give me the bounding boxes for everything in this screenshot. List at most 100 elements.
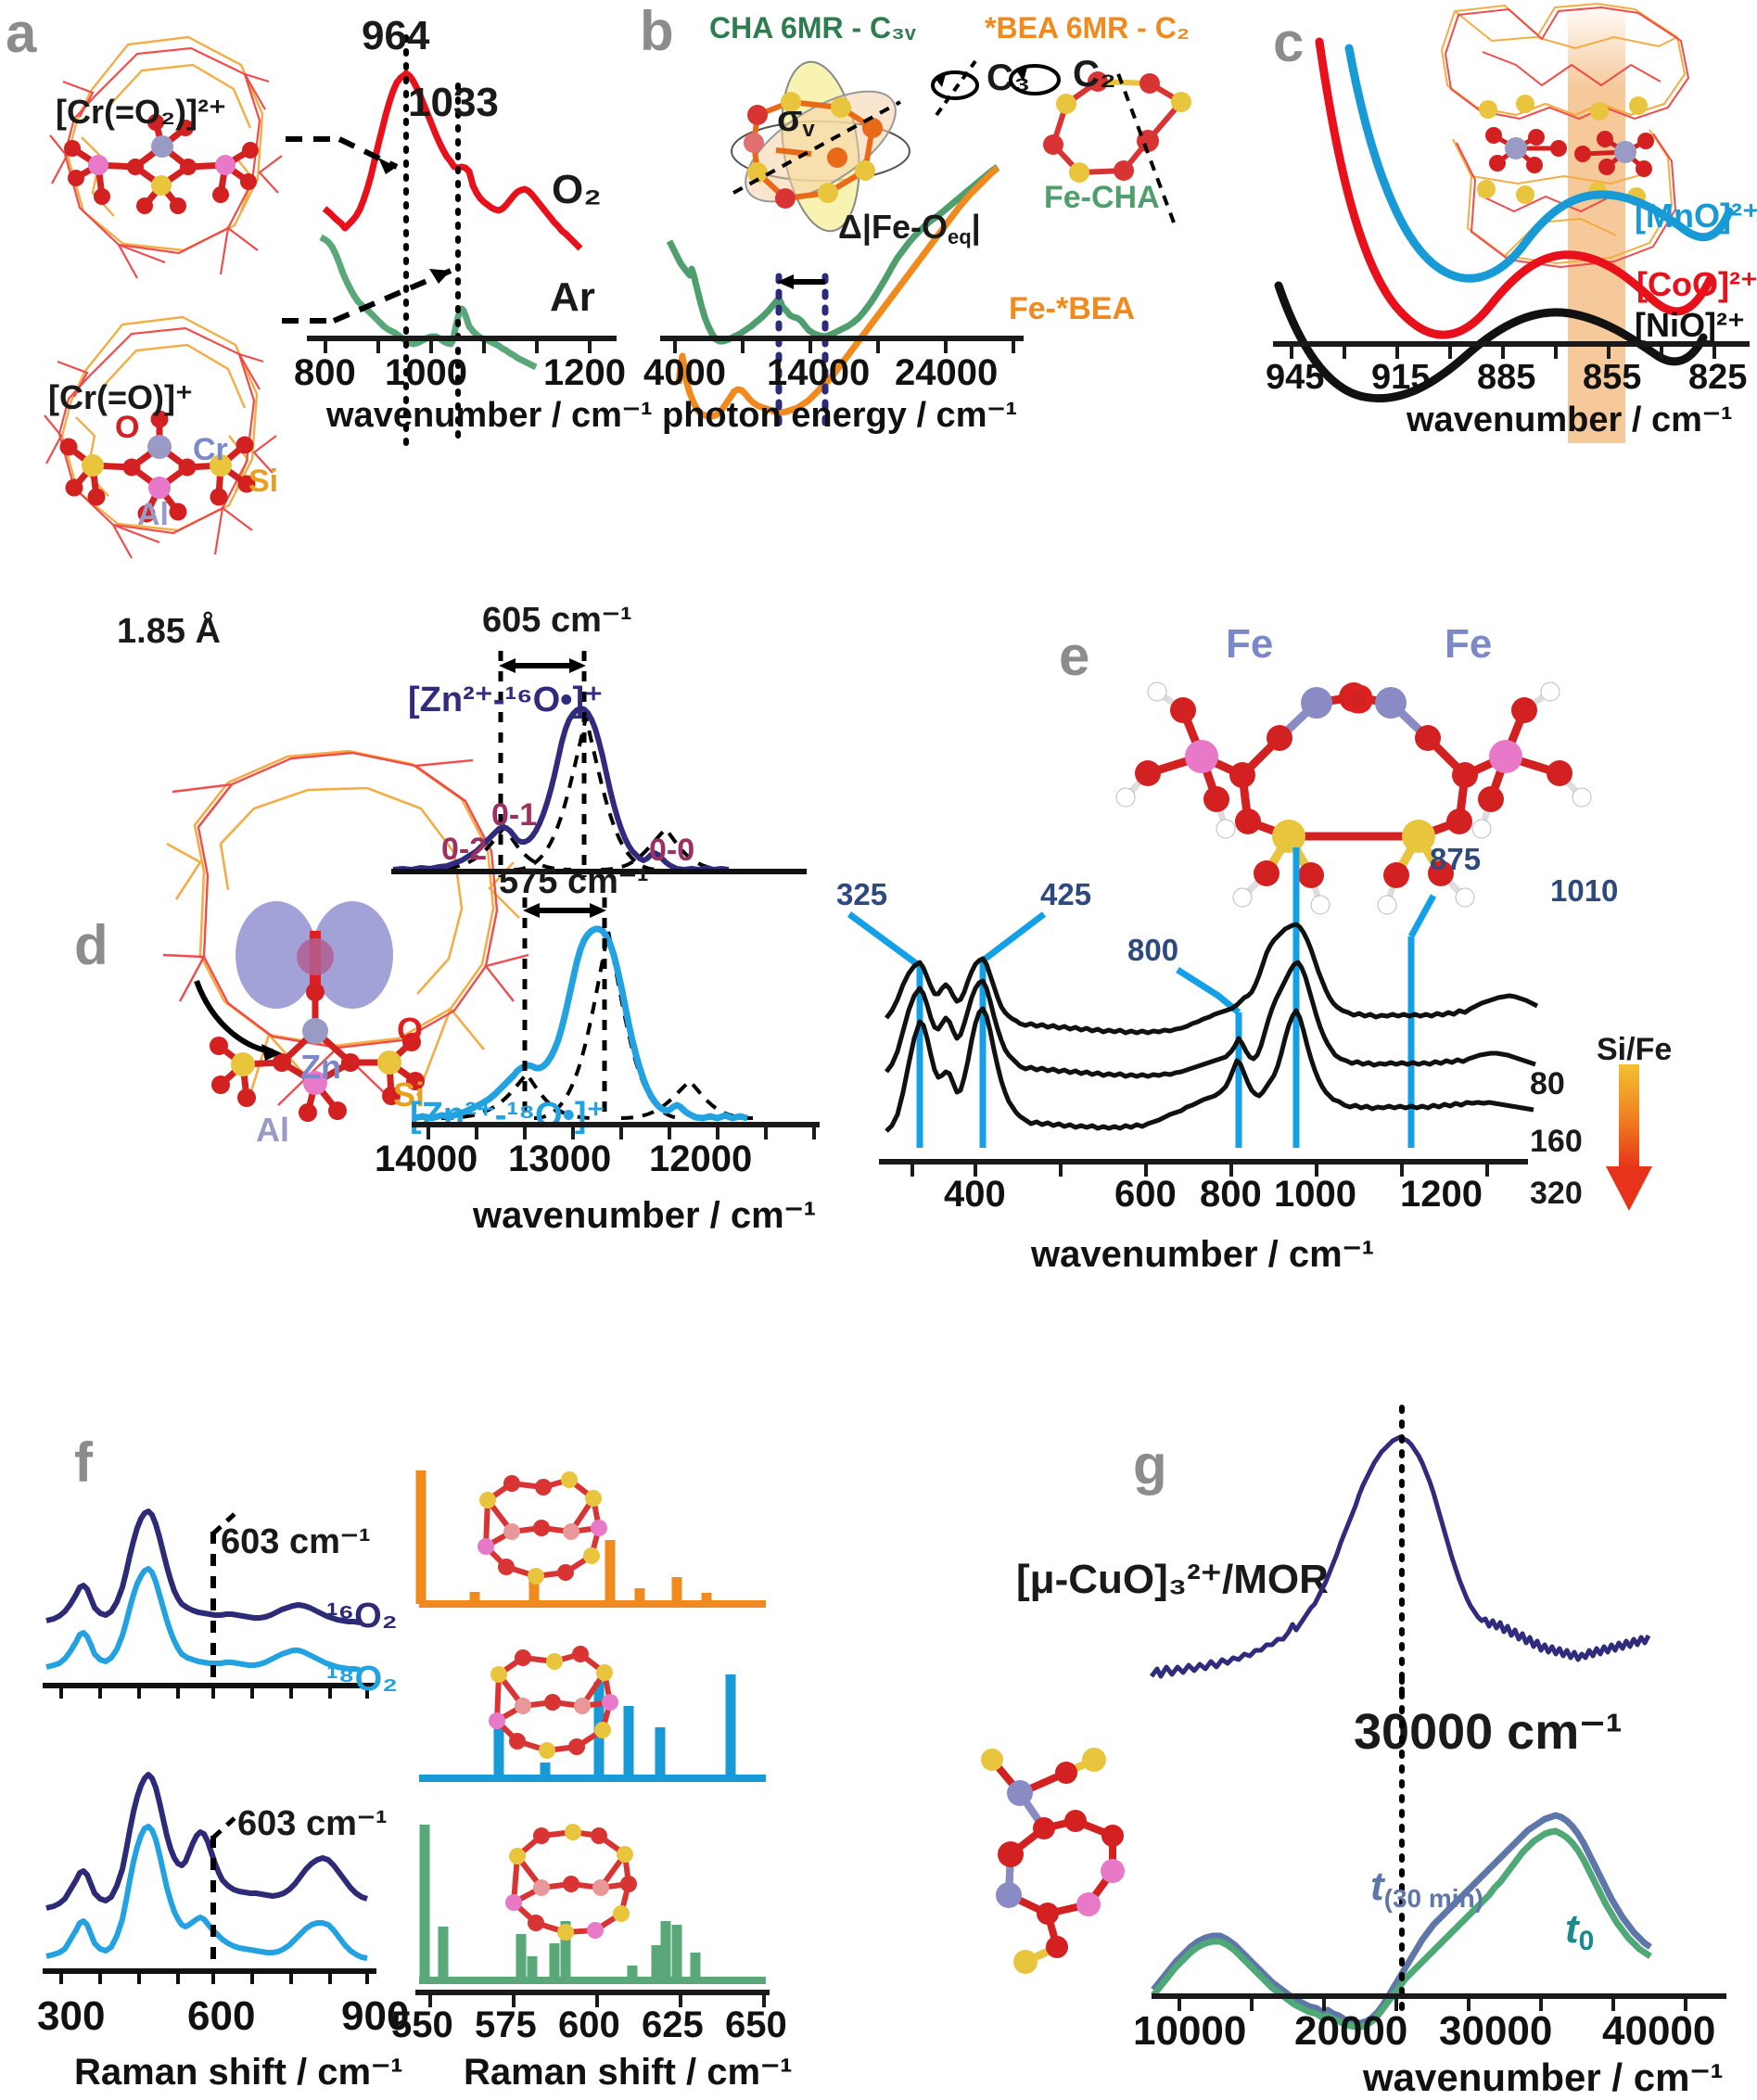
tick [1394, 1999, 1398, 2011]
panel-e-xtick-400: 400 [944, 1174, 1006, 1215]
panel-f-left-xtick-900: 900 [341, 1993, 410, 2039]
panel-d-distance-label: 1.85 Å [117, 612, 221, 651]
panel-c-xtick-915: 915 [1371, 358, 1431, 397]
tick [475, 1127, 478, 1139]
tick [1501, 347, 1505, 359]
tick [944, 341, 948, 353]
tick [1343, 347, 1346, 359]
tick [376, 341, 380, 353]
tick [1322, 1999, 1326, 2011]
panel-d-xaxis-line [412, 1122, 820, 1127]
panel-d-vibronic-0-2: 0-2 [441, 832, 488, 867]
panel-f-cluster-green [505, 1824, 637, 1941]
panel-e-spectra [847, 847, 1539, 1148]
panel-c-curve-label-mno: [MnO]²⁺ [1635, 197, 1757, 235]
tick [679, 1995, 682, 2007]
panel-b-sigma-v-label: σv [777, 98, 815, 143]
panel-e-peak-label-875: 875 [1430, 842, 1482, 876]
panel-e-series-label-80: 80 [1530, 1066, 1565, 1101]
panel-b-xtick-14000: 14000 [767, 352, 871, 393]
panel-a-label: a [6, 2, 37, 64]
panel-d-bottom-series-label: [Zn²⁺-¹⁸O•]⁺ [410, 1096, 605, 1135]
tick [482, 341, 486, 353]
tick [427, 1127, 430, 1139]
panel-a-trace-label-o2: O₂ [552, 167, 602, 212]
panel-f-right-xtick-650: 650 [725, 2005, 787, 2045]
panel-f-trace-label-o18: ¹⁸O₂ [326, 1660, 399, 1699]
tick [812, 1127, 816, 1139]
panel-g: g [μ-CuO]₃²⁺/MOR 30000 cm⁻¹ t(30 min) t0 [807, 1391, 1757, 2099]
panel-c-xaxis-line [1273, 341, 1750, 347]
panel-b-bea-6mr-diagram [1043, 68, 1191, 223]
tick [1178, 1999, 1181, 2011]
panel-b-title-right: *BEA 6MR - C₂ [985, 11, 1190, 45]
panel-d-atom-label-al: Al [256, 1111, 289, 1149]
t0-t: t [1565, 1906, 1579, 1952]
panel-g-cluster [981, 1748, 1125, 1974]
panel-e-series-label-160: 160 [1530, 1124, 1583, 1159]
panel-b-c2-label: C₂ [1073, 54, 1116, 95]
panel-d-label: d [74, 914, 108, 976]
panel-c-xtick-855: 855 [1583, 358, 1642, 397]
tick [512, 1995, 516, 2007]
sigma-glyph: σ [777, 98, 803, 139]
panel-d-xtick-12000: 12000 [649, 1139, 753, 1179]
tick [1448, 347, 1452, 359]
panel-f-left-xtick-300: 300 [37, 1993, 106, 2039]
tick [764, 1127, 768, 1139]
tick [1400, 1165, 1404, 1177]
panel-d: d [0, 601, 825, 1179]
delta-label-end: | [971, 208, 981, 246]
tick [974, 1165, 977, 1177]
panel-f-right-xaxis-title: Raman shift / cm⁻¹ [464, 2052, 793, 2093]
panel-c-xtick-945: 945 [1266, 358, 1325, 397]
panel-b-xaxis-title: photon energy / cm⁻¹ [662, 396, 1018, 435]
tick [595, 1995, 599, 2007]
panel-d-atom-label-si: Si [393, 1075, 426, 1114]
tick [428, 1995, 432, 2007]
tick [762, 1995, 766, 2007]
panel-a-atom-label-si: Si [248, 464, 279, 499]
tick [1229, 1165, 1233, 1177]
panel-c-xtick-885: 885 [1477, 358, 1536, 397]
panel-a-cluster-top [64, 114, 259, 214]
panel-f-right-xtick-550: 550 [391, 2005, 453, 2045]
tick [1395, 347, 1399, 359]
panel-a: a [0, 0, 653, 593]
panel-e-xtick-1200: 1200 [1400, 1174, 1483, 1215]
panel-d-vibronic-0-0: 0-0 [649, 833, 695, 868]
panel-c-curves [1274, 37, 1734, 403]
tick [1684, 1999, 1687, 2011]
panel-d-atom-label-zn: Zn [300, 1048, 341, 1086]
tick [673, 341, 677, 353]
panel-c-highlight-band [1568, 0, 1625, 443]
panel-a-cluster-bottom [59, 410, 256, 523]
tick [324, 341, 327, 353]
panel-b-xtick-4000: 4000 [643, 352, 726, 393]
panel-d-structure [162, 749, 529, 1106]
panel-a-peak-1033: 1033 [408, 80, 499, 125]
tick [1012, 341, 1015, 353]
tick [741, 341, 745, 353]
tick [1712, 347, 1716, 359]
panel-e: e [825, 603, 1757, 1215]
panel-e-peak-label-325: 325 [836, 877, 888, 911]
panel-a-xtick-1200: 1200 [543, 352, 626, 393]
panel-f-right-xtick-625: 625 [642, 2005, 704, 2045]
tick [619, 1127, 623, 1139]
tick [1554, 347, 1558, 359]
panel-f-cluster-blue [489, 1646, 618, 1759]
panel-f-annotation-top: 603 cm⁻¹ [221, 1522, 371, 1561]
tick [1290, 347, 1293, 359]
panel-f-right-xtick-600: 600 [558, 2005, 620, 2045]
tick [571, 1127, 575, 1139]
panel-d-xtick-13000: 13000 [508, 1139, 612, 1179]
delta-label-sub: eq [947, 225, 972, 248]
panel-f-spectra-top [43, 1508, 376, 1699]
panel-a-trace-label-ar: Ar [550, 274, 595, 320]
panel-e-xaxis-title: wavenumber / cm⁻¹ [1031, 1234, 1375, 1275]
panel-e-xtick-600: 600 [1114, 1174, 1177, 1215]
panel-g-trace-label-t0: t0 [1565, 1906, 1594, 1957]
sigma-subscript: v [802, 117, 815, 142]
panel-d-atom-label-o: O [397, 1011, 424, 1049]
